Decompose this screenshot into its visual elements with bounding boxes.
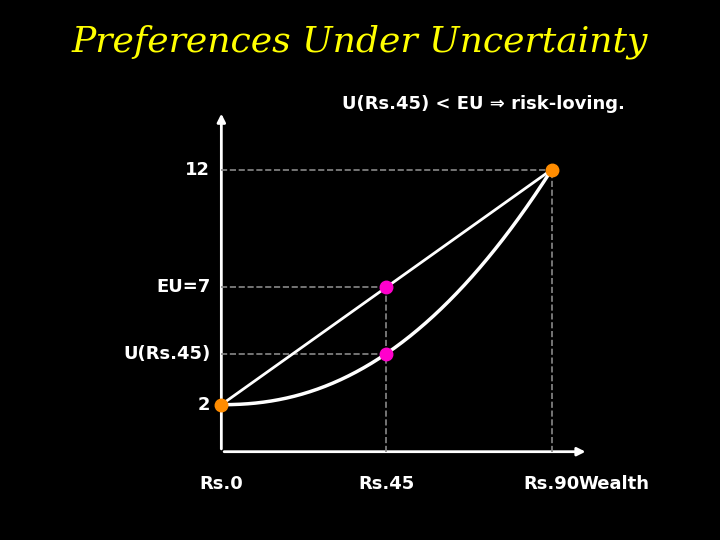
Text: Rs.45: Rs.45 [359, 475, 415, 493]
Text: Wealth: Wealth [578, 475, 649, 493]
Text: Rs.0: Rs.0 [199, 475, 243, 493]
Text: U(Rs.45): U(Rs.45) [123, 345, 210, 362]
Text: 12: 12 [185, 160, 210, 179]
Text: Rs.90: Rs.90 [523, 475, 580, 493]
Text: EU=7: EU=7 [156, 278, 210, 296]
Text: Preferences Under Uncertainty: Preferences Under Uncertainty [72, 24, 648, 59]
Text: U(Rs.45) < EU ⇒ risk-loving.: U(Rs.45) < EU ⇒ risk-loving. [343, 95, 625, 113]
Text: 2: 2 [198, 396, 210, 414]
